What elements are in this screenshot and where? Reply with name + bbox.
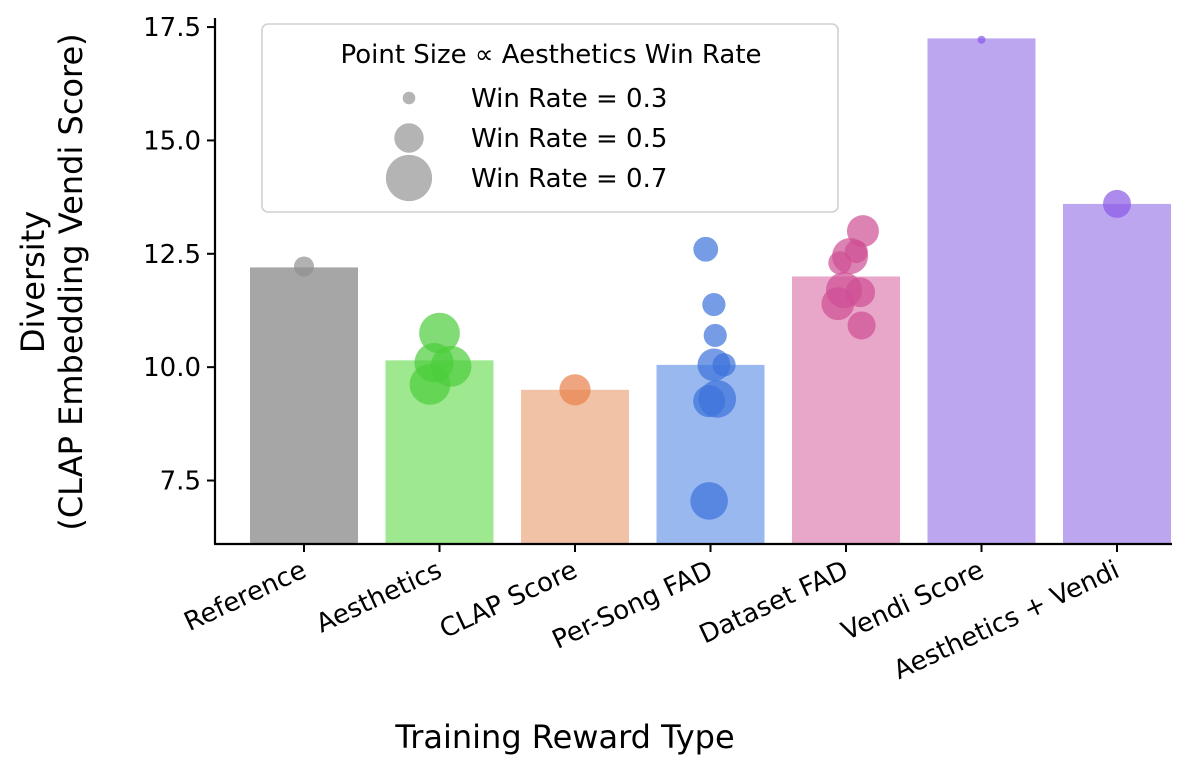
x-tick-label-6: Aesthetics + Vendi	[889, 555, 1124, 686]
bar-0	[250, 267, 358, 544]
y-tick-label-0: 7.5	[160, 467, 201, 497]
x-tick-label-4: Dataset FAD	[695, 555, 853, 650]
legend-marker-2	[385, 154, 433, 202]
y-tick-label-3: 15.0	[143, 126, 201, 156]
bar-6	[1063, 203, 1171, 544]
point-4-7	[847, 311, 876, 340]
y-tick-label-1: 10.0	[143, 353, 201, 383]
x-axis-title: Training Reward Type	[394, 718, 734, 756]
point-3-7	[690, 482, 728, 520]
legend-marker-1	[394, 123, 424, 153]
legend-label-1: Win Rate = 0.5	[471, 124, 667, 154]
y-axis-title-line1: Diversity	[14, 211, 52, 353]
y-axis-title: Diversity (CLAP Embedding Vendi Score)	[14, 33, 90, 530]
point-3-6	[693, 385, 726, 418]
point-4-3	[828, 251, 852, 275]
y-tick-label-2: 12.5	[143, 240, 201, 270]
legend-label-0: Win Rate = 0.3	[471, 84, 667, 114]
legend-title: Point Size ∝ Aesthetics Win Rate	[340, 40, 761, 70]
point-4-6	[821, 287, 855, 321]
points-layer	[294, 35, 1131, 520]
point-3-4	[697, 348, 731, 382]
point-1-0	[419, 312, 460, 354]
point-3-1	[702, 292, 726, 317]
y-ticks: 7.5 10.0 12.5 15.0 17.5	[143, 13, 215, 497]
point-5-0	[977, 35, 986, 44]
point-3-2	[703, 323, 727, 348]
x-tick-label-1: Aesthetics	[312, 555, 447, 639]
legend-label-2: Win Rate = 0.7	[471, 164, 667, 194]
legend-entries: Win Rate = 0.3 Win Rate = 0.5 Win Rate = 0…	[385, 84, 667, 202]
bar-5	[927, 38, 1036, 544]
point-1-3	[409, 363, 451, 405]
x-tick-label-0: Reference	[180, 555, 311, 638]
y-tick-label-4: 17.5	[143, 13, 201, 43]
point-2-0	[559, 374, 591, 406]
legend-marker-0	[402, 91, 416, 105]
bar-4	[792, 276, 900, 544]
bar-2	[521, 389, 629, 544]
y-axis-title-line2: (CLAP Embedding Vendi Score)	[52, 33, 90, 530]
legend: Point Size ∝ Aesthetics Win Rate Win Rat…	[261, 23, 839, 213]
point-6-0	[1103, 189, 1131, 218]
point-3-0	[693, 236, 719, 262]
point-0-0	[294, 256, 314, 277]
